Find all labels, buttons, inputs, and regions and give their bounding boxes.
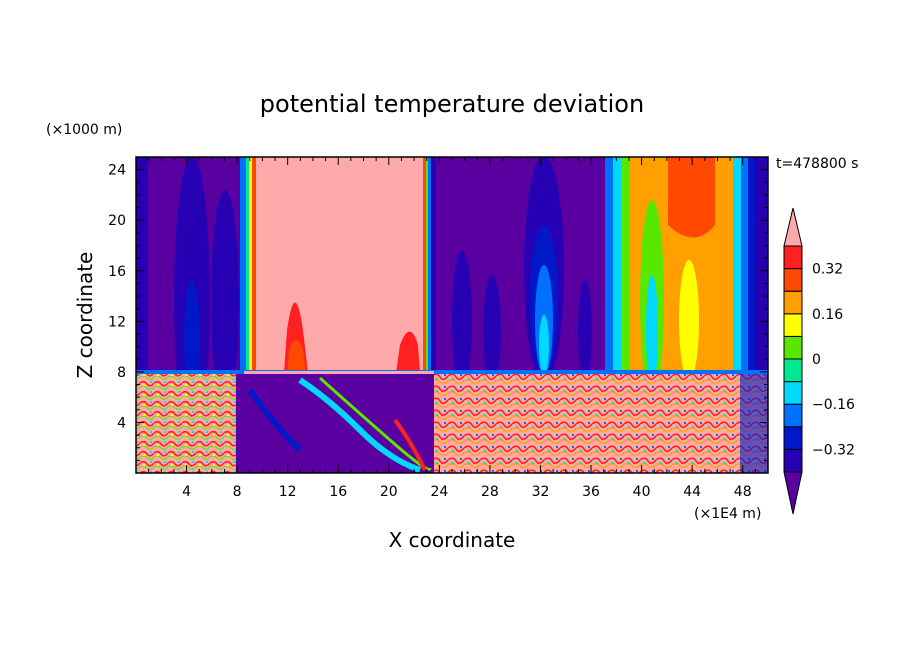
interface-band-warm [244, 371, 434, 374]
warm-edge-left-4 [249, 157, 253, 373]
y-tick-label: 16 [108, 264, 126, 280]
right-red-top [668, 157, 715, 238]
right-edge-0 [605, 157, 615, 373]
colorbar-label: 0.16 [812, 307, 843, 323]
right-yellow-col [679, 260, 699, 380]
lower-middle [236, 374, 436, 473]
y-tick-label: 24 [108, 163, 126, 179]
lower-middle-streak1 [298, 377, 421, 473]
warm-edge-left-2 [240, 157, 248, 373]
warm-edge-left-5 [252, 157, 256, 373]
warm-blob-12-core [287, 340, 306, 373]
right-cyan-col [646, 275, 658, 385]
y-unit-label: (×1000 m) [46, 122, 122, 138]
x-tick-label: 12 [279, 484, 297, 500]
warm-edge-right-4 [431, 157, 436, 373]
right-edge-2 [621, 157, 631, 373]
colorbar-extend-top [783, 207, 803, 247]
colorbar-label: −0.16 [812, 397, 855, 413]
lower-middle-streak3 [247, 388, 303, 453]
plume-35 [578, 280, 592, 380]
colorbar-swatch [783, 403, 803, 428]
x-tick-label: 8 [233, 484, 242, 500]
x-tick-label: 20 [380, 484, 398, 500]
chart-title: potential temperature deviation [260, 90, 644, 118]
x-tick-label: 48 [734, 484, 752, 500]
lower-right-turb [434, 374, 768, 473]
right-edge-5 [748, 157, 756, 373]
x-tick-label: 44 [683, 484, 701, 500]
plume-29 [483, 275, 501, 385]
right-edge-4 [741, 157, 749, 373]
colorbar-swatch [783, 335, 803, 360]
colorbar-swatch [783, 448, 803, 473]
right-edge-1 [613, 157, 623, 373]
colorbar-swatch [783, 358, 803, 383]
y-tick-label: 4 [117, 415, 126, 431]
y-tick-label: 8 [117, 365, 126, 381]
lower-middle-streak4 [393, 418, 427, 471]
contour-field [136, 157, 768, 473]
upper-left-band [136, 157, 148, 373]
y-tick-label: 20 [108, 213, 126, 229]
colorbar-label: −0.32 [812, 442, 855, 458]
colorbar-swatch [783, 290, 803, 315]
plume-32-core [539, 315, 549, 375]
plume-26 [452, 250, 472, 390]
warm-blob-22 [396, 331, 420, 373]
colorbar-label: 0 [812, 352, 821, 368]
x-tick-label: 28 [481, 484, 499, 500]
colorbar-label: 0.32 [812, 262, 843, 278]
x-tick-label: 4 [182, 484, 191, 500]
warm-edge-left-3 [246, 157, 250, 373]
y-axis-label: Z coordinate [73, 252, 97, 379]
warm-block [256, 157, 423, 373]
colorbar-extend-bottom [783, 471, 803, 515]
colorbar-swatch [783, 268, 803, 292]
plume-7 [211, 190, 239, 410]
colorbar-swatch [783, 313, 803, 337]
lower-left-turb [136, 374, 246, 473]
right-edge-6 [755, 157, 768, 373]
x-tick-label: 32 [532, 484, 550, 500]
interface-band [136, 370, 768, 375]
right-edge-3 [733, 157, 743, 373]
colorbar-swatch [783, 245, 803, 270]
x-tick-label: 36 [582, 484, 600, 500]
warm-edge-right-3 [428, 157, 432, 373]
warm-edge-right-2 [426, 157, 429, 373]
time-label: t=478800 s [776, 156, 858, 172]
x-tick-label: 40 [633, 484, 651, 500]
colorbar-swatch [783, 426, 803, 450]
x-axis-label: X coordinate [389, 528, 516, 552]
x-tick-label: 24 [430, 484, 448, 500]
colorbar-swatch [783, 381, 803, 405]
lower-right-cold [740, 374, 768, 473]
x-unit-label: (×1E4 m) [694, 506, 761, 522]
y-tick-label: 12 [108, 314, 126, 330]
x-tick-label: 16 [329, 484, 347, 500]
warm-edge-right-1 [423, 157, 427, 373]
colorbar: −0.32 −0.16 0 0.16 0.32 [783, 207, 855, 515]
